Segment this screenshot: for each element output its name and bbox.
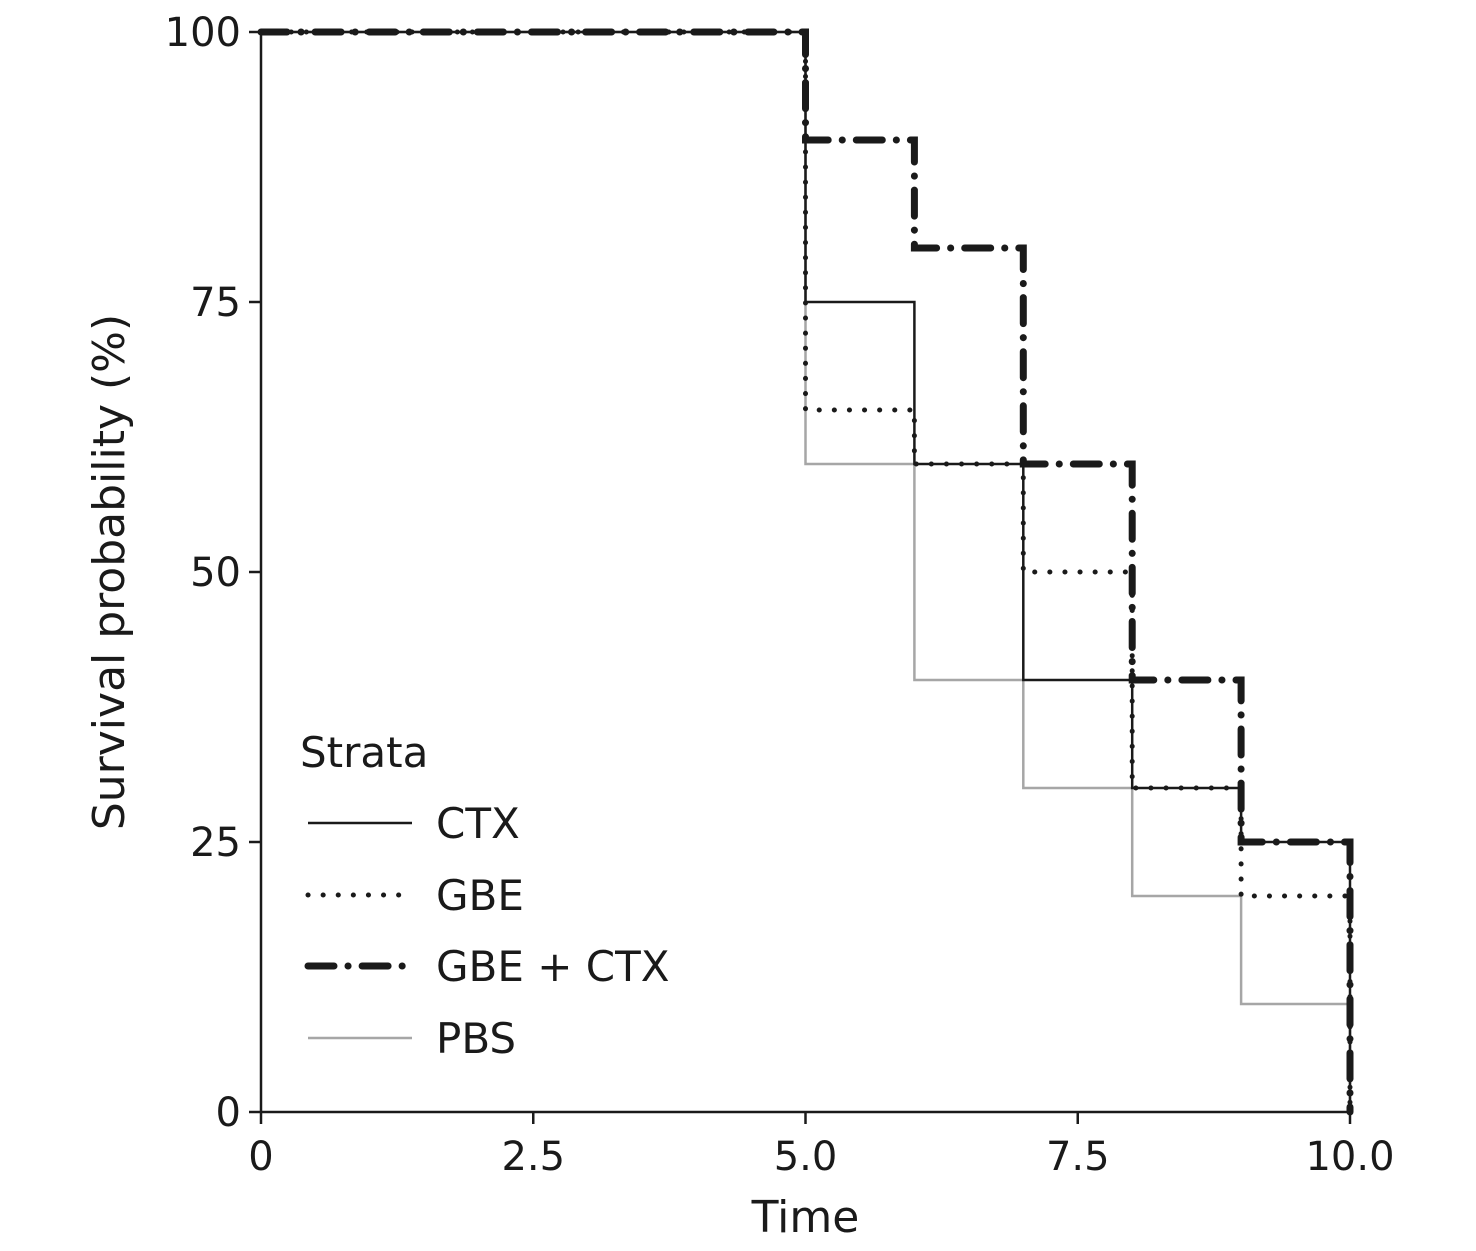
- legend-label-ctx: CTX: [436, 799, 520, 848]
- y-tick-label: 50: [190, 550, 241, 596]
- legend-label-pbs: PBS: [436, 1014, 516, 1063]
- x-tick-label: 0: [248, 1134, 273, 1180]
- y-tick-label: 100: [165, 10, 241, 56]
- series-line-pbs: [261, 30, 1352, 1112]
- x-tick-label: 2.5: [501, 1134, 565, 1180]
- legend-label-gbe-ctx: GBE + CTX: [436, 942, 670, 991]
- series-layer: [257, 28, 1354, 1116]
- x-tick-label: 5.0: [774, 1134, 838, 1180]
- series-line-gbe: [258, 29, 1353, 1115]
- y-tick-label: 75: [190, 280, 241, 326]
- y-tick-label: 25: [190, 820, 241, 866]
- x-tick-label: 7.5: [1046, 1134, 1110, 1180]
- x-axis-label: Time: [751, 1192, 860, 1243]
- series-line-ctx: [261, 30, 1352, 1112]
- x-tick-label: 10.0: [1305, 1134, 1394, 1180]
- series-line-gbe-ctx: [257, 28, 1354, 1116]
- axes-layer: 0 2.5 5.0 7.5 10.0 0 25 50 75 100 Time Survival pro…: [84, 10, 1395, 1243]
- legend-title: Strata: [300, 728, 428, 777]
- legend-label-gbe: GBE: [436, 871, 524, 920]
- y-axis-label: Survival probability (%): [84, 314, 135, 830]
- y-tick-label: 0: [216, 1090, 241, 1136]
